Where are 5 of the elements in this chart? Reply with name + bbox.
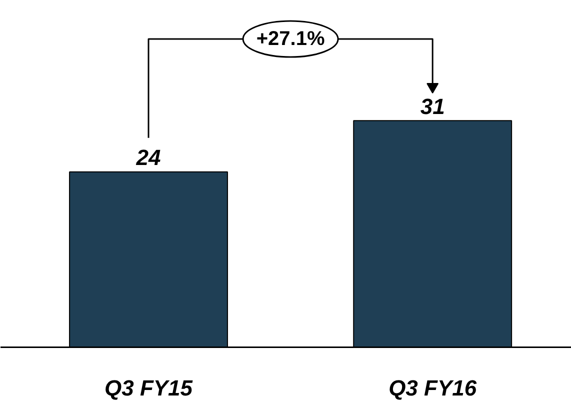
- data-label: 24: [135, 145, 161, 170]
- x-tick-label: Q3 FY16: [388, 376, 478, 401]
- text: +27.1%: [256, 28, 325, 50]
- data-label: 31: [420, 94, 445, 119]
- x-tick-label: Q3 FY15: [104, 376, 194, 401]
